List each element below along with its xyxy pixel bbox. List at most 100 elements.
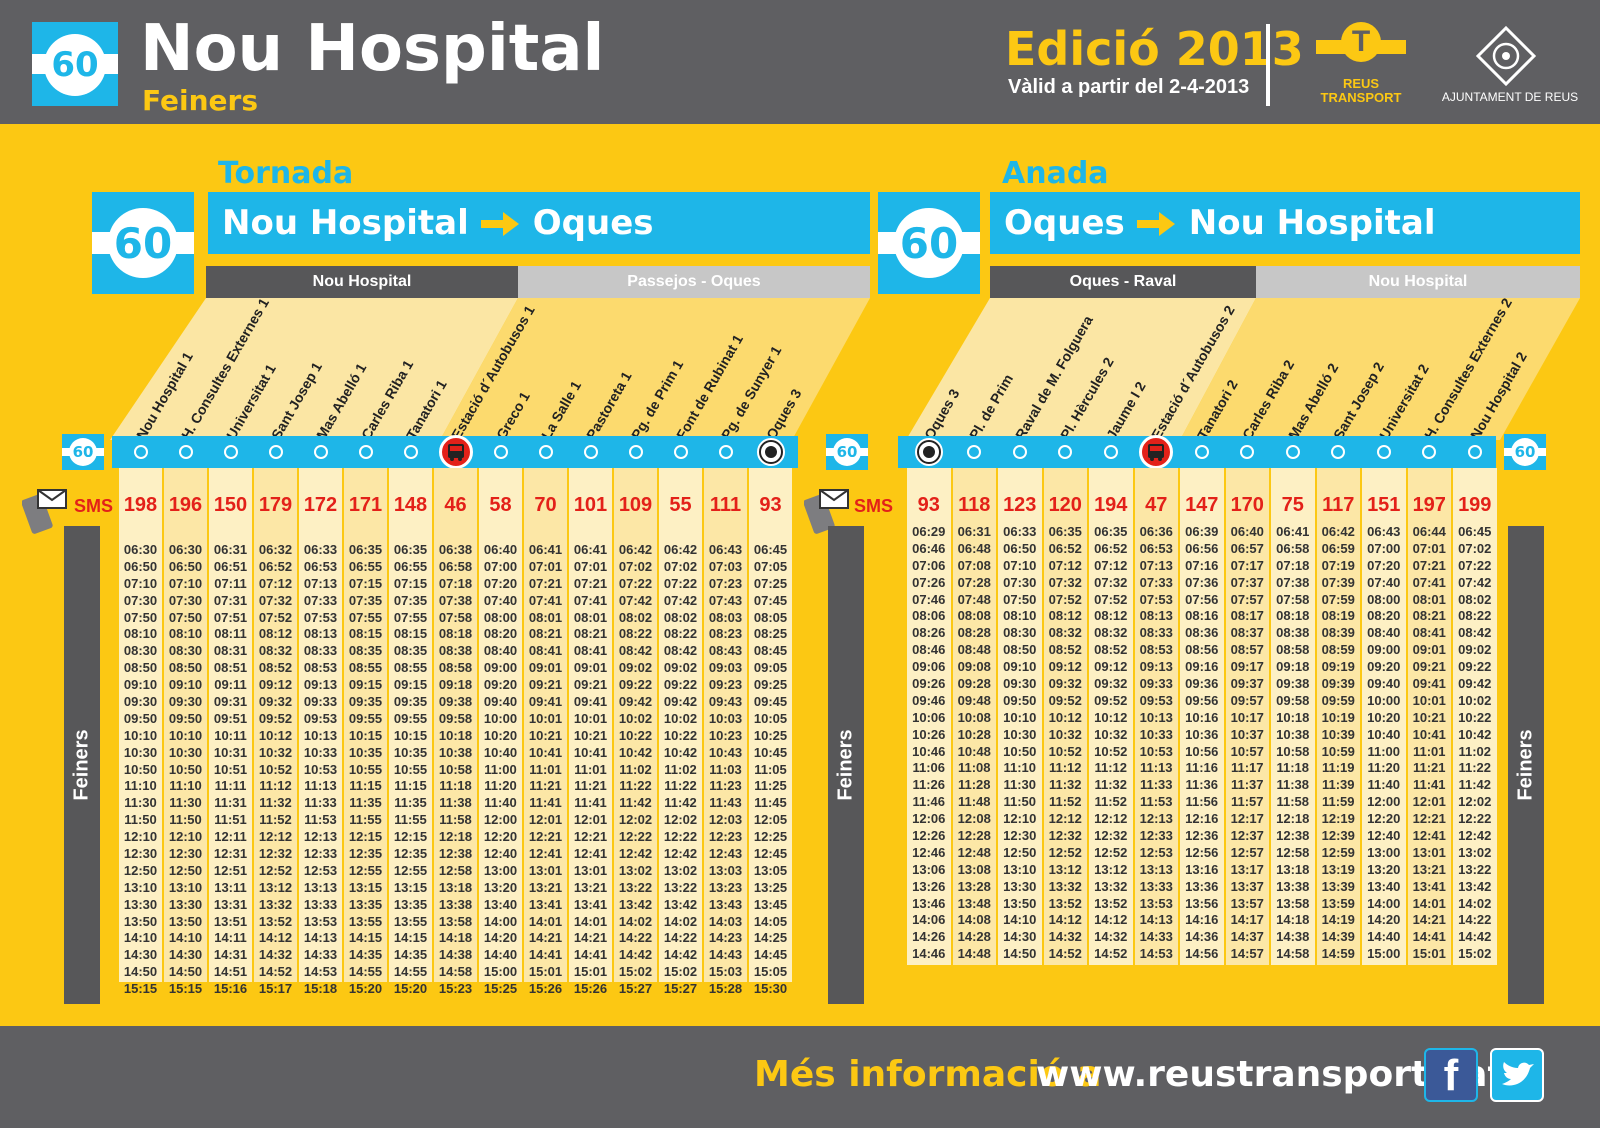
- departure-time: 12:52: [1048, 844, 1082, 860]
- departure-time: 06:44: [1412, 524, 1446, 539]
- departure-time: 07:53: [303, 609, 338, 625]
- departure-time: 07:46: [912, 591, 946, 607]
- left-route-bar: Nou Hospital Oques: [208, 192, 870, 254]
- departure-time: 14:18: [1276, 912, 1310, 928]
- departure-time: 10:02: [663, 710, 698, 726]
- departure-time: 09:02: [1458, 642, 1492, 658]
- departure-time: 06:30: [123, 542, 158, 557]
- departure-time: 13:20: [1367, 861, 1401, 877]
- left-column-bg: [164, 468, 207, 983]
- departure-time: 06:46: [912, 540, 946, 556]
- departure-time: 10:20: [483, 727, 518, 743]
- departure-time: 14:42: [618, 947, 653, 963]
- departure-time: 07:12: [258, 575, 293, 591]
- departure-time: 07:02: [663, 558, 698, 574]
- departure-time: 14:51: [213, 964, 248, 980]
- departure-time: 14:10: [123, 930, 158, 946]
- left-time-column: 06:35 06:55 07:15 07:35 07:55 08:15 08:35 08:55…: [388, 542, 433, 998]
- departure-time: 13:32: [258, 896, 293, 912]
- departure-time: 13:13: [1139, 861, 1173, 877]
- departure-time: 08:13: [303, 626, 338, 642]
- departure-time: 13:56: [1185, 895, 1219, 911]
- departure-time: 15:27: [618, 981, 653, 997]
- left-time-column: 06:30 06:50 07:10 07:30 07:50 08:10 08:30 08:50…: [163, 542, 208, 998]
- departure-time: 14:30: [123, 947, 158, 963]
- departure-time: 13:00: [1367, 844, 1401, 860]
- departure-time: 07:32: [1048, 574, 1082, 590]
- departure-time: 10:41: [573, 744, 608, 760]
- twitter-icon[interactable]: [1490, 1048, 1544, 1102]
- departure-time: 14:38: [438, 947, 473, 963]
- departure-time: 11:35: [349, 795, 382, 811]
- departure-time: 07:25: [753, 575, 788, 591]
- departure-time: 12:46: [912, 844, 946, 860]
- departure-time: 07:10: [123, 575, 158, 591]
- departure-time: 12:13: [303, 829, 338, 845]
- departure-time: 08:22: [618, 626, 653, 642]
- departure-time: 13:26: [912, 878, 946, 894]
- left-direction-label: Tornada: [218, 156, 354, 191]
- departure-time: 13:30: [123, 896, 158, 912]
- right-column-bg: [1316, 468, 1360, 966]
- departure-time: 10:02: [618, 710, 653, 726]
- departure-time: 07:21: [528, 575, 563, 591]
- valid-from-label: Vàlid a partir del 2-4-2013: [1008, 76, 1250, 98]
- edition-label: Edició 2013: [1005, 22, 1304, 76]
- departure-time: 09:15: [348, 677, 383, 693]
- departure-time: 11:11: [214, 778, 247, 794]
- departure-time: 07:55: [348, 609, 383, 625]
- right-sms-code: 151: [1367, 494, 1401, 516]
- departure-time: 15:03: [708, 964, 743, 980]
- departure-time: 06:45: [1458, 524, 1492, 539]
- departure-time: 11:22: [664, 778, 697, 794]
- departure-time: 11:53: [1139, 794, 1173, 810]
- departure-time: 10:01: [573, 710, 608, 726]
- departure-time: 07:58: [1276, 591, 1310, 607]
- page-title: Nou Hospital: [140, 12, 605, 86]
- departure-time: 09:02: [618, 660, 653, 676]
- departure-time: 11:20: [1367, 760, 1401, 776]
- departure-time: 13:45: [753, 896, 788, 912]
- departure-time: 09:30: [168, 694, 203, 710]
- right-time-column: 06:36 06:53 07:13 07:33 07:53 08:13 08:33 08:53…: [1134, 524, 1180, 963]
- departure-time: 11:45: [754, 795, 787, 811]
- left-column-bg: [434, 468, 477, 983]
- departure-time: 14:59: [1321, 946, 1355, 962]
- departure-time: 14:19: [1321, 912, 1355, 928]
- stop-dot: [313, 445, 328, 459]
- header-divider: [1266, 24, 1270, 106]
- departure-time: 08:18: [438, 626, 473, 642]
- departure-time: 11:00: [484, 761, 517, 777]
- departure-time: 09:02: [663, 660, 698, 676]
- sms-phone-icon: [803, 482, 852, 534]
- departure-time: 12:21: [1412, 811, 1446, 827]
- departure-time: 06:32: [258, 542, 293, 557]
- departure-time: 09:40: [1367, 676, 1401, 692]
- left-sms-code: 55: [669, 494, 692, 516]
- header-bar: [0, 0, 1600, 124]
- departure-time: 14:20: [1367, 912, 1401, 928]
- departure-time: 07:20: [483, 575, 518, 591]
- departure-time: 07:22: [1458, 557, 1492, 573]
- departure-time: 12:32: [258, 846, 293, 862]
- departure-time: 09:30: [1003, 676, 1037, 692]
- facebook-icon[interactable]: f: [1424, 1048, 1478, 1102]
- departure-time: 08:43: [708, 643, 743, 659]
- departure-time: 10:17: [1230, 709, 1264, 725]
- departure-time: 08:42: [663, 643, 698, 659]
- departure-time: 12:59: [1321, 844, 1355, 860]
- departure-time: 12:55: [393, 862, 428, 878]
- departure-time: 13:40: [1367, 878, 1401, 894]
- departure-time: 12:50: [1003, 844, 1037, 860]
- departure-time: 06:42: [1321, 524, 1355, 539]
- departure-time: 10:05: [753, 710, 788, 726]
- departure-time: 10:18: [1276, 709, 1310, 725]
- departure-time: 15:23: [438, 981, 473, 997]
- departure-time: 10:41: [1412, 726, 1446, 742]
- departure-time: 07:36: [1185, 574, 1219, 590]
- departure-time: 11:33: [304, 795, 337, 811]
- departure-time: 09:23: [708, 677, 743, 693]
- departure-time: 13:19: [1321, 861, 1355, 877]
- right-sms-code: 197: [1412, 494, 1446, 516]
